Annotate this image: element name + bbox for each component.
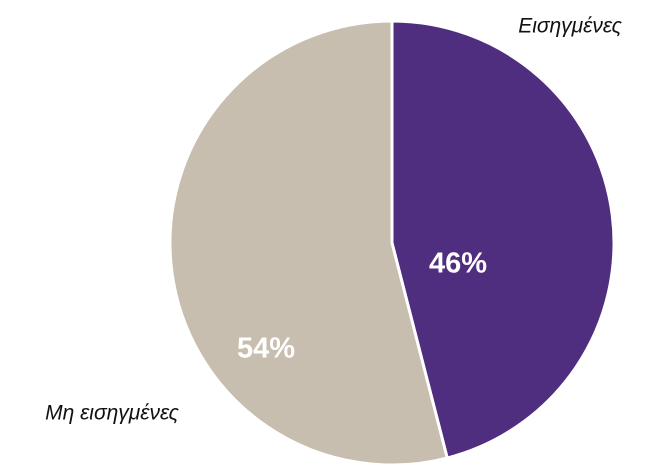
pie-slice (168, 19, 450, 465)
pie-slice (390, 19, 616, 460)
value-label: 46% (429, 248, 487, 280)
value-label: 54% (237, 333, 295, 365)
category-label: Εισηγμένες (518, 15, 622, 38)
category-label: Μη εισηγμένες (45, 402, 180, 425)
